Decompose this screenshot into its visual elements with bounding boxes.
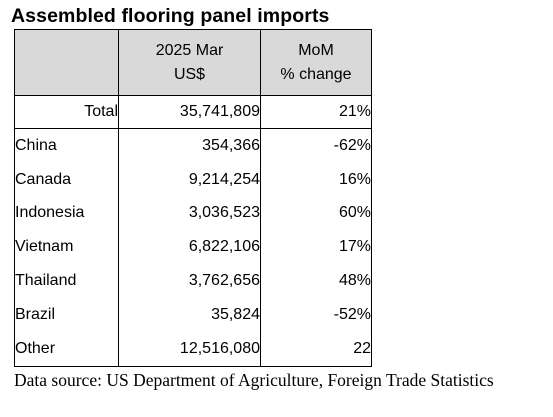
table-row: Other 12,516,080 22 <box>14 331 372 367</box>
country-change: 17% <box>260 230 372 265</box>
country-change: -52% <box>260 297 372 332</box>
country-value: 12,516,080 <box>118 331 261 367</box>
header-change-line2: % change <box>280 65 352 83</box>
country-value: 3,762,656 <box>118 264 261 298</box>
country-name: Indonesia <box>14 196 119 231</box>
country-value: 3,036,523 <box>118 196 261 231</box>
country-change: 48% <box>260 264 372 298</box>
total-label: Total <box>14 95 119 129</box>
country-change: 60% <box>260 196 372 231</box>
country-change: -62% <box>260 128 372 163</box>
country-value: 35,824 <box>118 297 261 332</box>
data-source-note: Data source: US Department of Agricultur… <box>14 370 494 390</box>
country-change: 22 <box>260 331 372 367</box>
table-row: Canada 9,214,254 16% <box>14 162 372 197</box>
country-name: Brazil <box>14 297 119 332</box>
total-row: Total 35,741,809 21% <box>14 95 372 129</box>
country-value: 354,366 <box>118 128 261 163</box>
total-change: 21% <box>260 95 372 129</box>
country-change: 16% <box>260 162 372 197</box>
header-value-line1: 2025 Mar <box>155 41 224 59</box>
table-title: Assembled flooring panel imports <box>11 5 330 27</box>
header-value-line2: US$ <box>173 65 206 83</box>
table-row: Indonesia 3,036,523 60% <box>14 196 372 231</box>
table-row: Thailand 3,762,656 48% <box>14 264 372 298</box>
table-row: China 354,366 -62% <box>14 128 372 163</box>
header-change-line1: MoM <box>298 41 334 59</box>
header-value: 2025 Mar US$ <box>118 29 261 96</box>
country-name: Other <box>14 331 119 367</box>
total-value: 35,741,809 <box>118 95 261 129</box>
country-value: 9,214,254 <box>118 162 261 197</box>
table-row: Vietnam 6,822,106 17% <box>14 230 372 265</box>
country-value: 6,822,106 <box>118 230 261 265</box>
country-name: Vietnam <box>14 230 119 265</box>
table-row: Brazil 35,824 -52% <box>14 297 372 332</box>
header-blank-cell <box>14 29 119 96</box>
header-row: 2025 Mar US$ MoM % change <box>14 29 372 96</box>
header-change: MoM % change <box>260 29 372 96</box>
imports-table: 2025 Mar US$ MoM % change Total 35,741,8… <box>14 29 372 367</box>
country-name: China <box>14 128 119 163</box>
country-name: Canada <box>14 162 119 197</box>
country-name: Thailand <box>14 264 119 298</box>
